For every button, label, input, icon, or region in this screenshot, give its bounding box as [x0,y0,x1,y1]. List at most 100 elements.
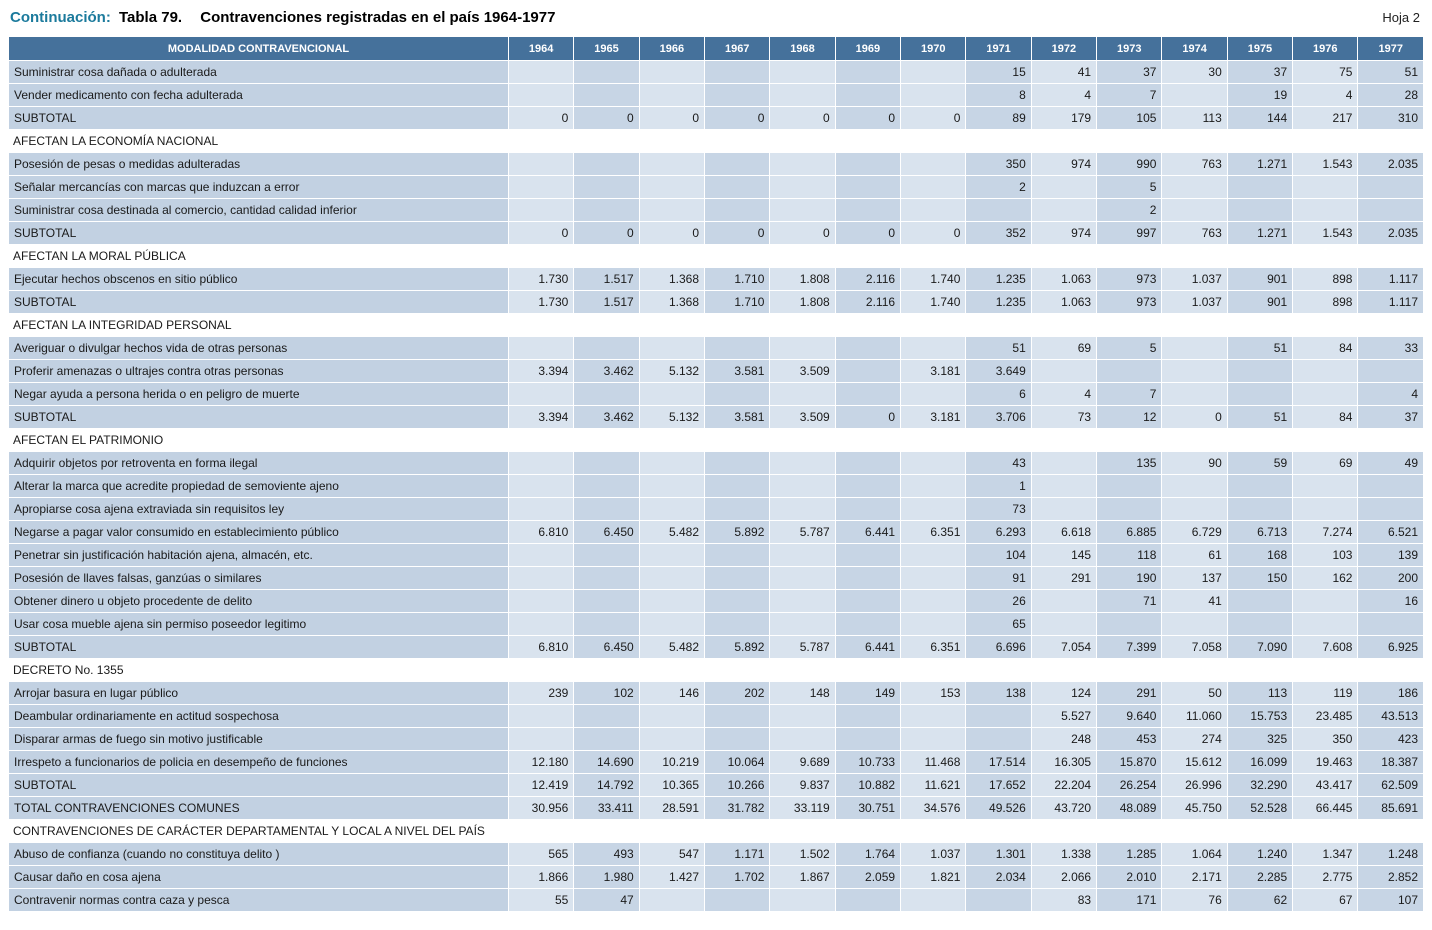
value-cell: 168 [1226,543,1294,567]
value-cell: 2.285 [1226,865,1294,889]
value-cell [704,704,771,728]
value-cell: 3.509 [769,359,836,383]
value-cell: 5.787 [769,635,836,659]
value-cell: 144 [1226,106,1294,130]
value-cell: 1.517 [573,290,640,314]
value-cell: 1.037 [900,842,967,866]
row-label: SUBTOTAL [8,221,509,245]
value-cell: 1.037 [1161,290,1228,314]
value-cell: 139 [1357,543,1424,567]
value-cell: 2.171 [1161,865,1228,889]
value-cell: 71 [1096,589,1163,613]
value-cell: 997 [1096,221,1163,245]
value-cell [704,589,771,613]
value-cell: 12.419 [507,773,575,797]
value-cell: 1.117 [1357,290,1424,314]
row-label: Negarse a pagar valor consumido en estab… [8,520,509,544]
value-cell [834,589,902,613]
value-cell: 1.235 [965,290,1032,314]
value-cell [769,382,836,406]
value-cell [1357,474,1424,498]
value-cell: 15.870 [1096,750,1163,774]
value-cell [900,336,967,360]
section-label: DECRETO No. 1355 [8,658,1424,682]
row-label: TOTAL CONTRAVENCIONES COMUNES [8,796,509,820]
value-cell [1096,359,1163,383]
value-cell [769,543,836,567]
table-row: Ejecutar hechos obscenos en sitio públic… [8,267,1424,291]
value-cell [704,497,771,521]
value-cell: 118 [1096,543,1163,567]
value-cell: 171 [1096,888,1163,912]
value-cell [1226,359,1294,383]
value-cell [1226,589,1294,613]
value-cell [1357,612,1424,636]
value-cell [1292,382,1359,406]
value-cell [704,566,771,590]
value-cell: 1.271 [1226,152,1294,176]
value-cell: 2.010 [1096,865,1163,889]
value-cell: 104 [965,543,1032,567]
value-cell: 0 [834,106,902,130]
value-cell: 85.691 [1357,796,1424,820]
value-cell: 1.710 [704,290,771,314]
value-cell [769,612,836,636]
row-label: Alterar la marca que acredite propiedad … [8,474,509,498]
value-cell: 66.445 [1292,796,1359,820]
value-cell: 1.171 [704,842,771,866]
value-cell [507,612,575,636]
value-cell [1030,175,1098,199]
value-cell: 179 [1030,106,1098,130]
value-cell: 4 [1357,382,1424,406]
value-cell [507,152,575,176]
value-cell [769,474,836,498]
value-cell: 3.581 [704,359,771,383]
row-label: Posesión de llaves falsas, ganzúas o sim… [8,566,509,590]
table-row: Negarse a pagar valor consumido en estab… [8,520,1424,544]
value-cell: 10.266 [704,773,771,797]
value-cell [1226,382,1294,406]
value-cell [638,198,706,222]
row-label: Contravenir normas contra caza y pesca [8,888,509,912]
value-cell [900,382,967,406]
table-row: SUBTOTAL 3.394 3.462 5.132 3.581 3.509 0 3.181 3… [8,405,1424,429]
value-cell: 1.808 [769,290,836,314]
row-label: SUBTOTAL [8,290,509,314]
value-cell: 10.064 [704,750,771,774]
value-cell: 3.462 [573,359,640,383]
row-label: Adquirir objetos por retroventa en forma… [8,451,509,475]
section-row: AFECTAN EL PATRIMONIO [8,428,1424,452]
value-cell: 15 [965,60,1032,84]
value-cell [573,198,640,222]
value-cell [704,612,771,636]
value-cell [638,497,706,521]
column-header-year-1974: 1974 [1161,36,1228,61]
table-row: SUBTOTAL 1.730 1.517 1.368 1.710 1.808 2.116 1.… [8,290,1424,314]
row-label: Abuso de confianza (cuando no constituya… [8,842,509,866]
value-cell [507,336,575,360]
value-cell: 5 [1096,175,1163,199]
table-row: Arrojar basura en lugar público 239 102 146… [8,681,1424,705]
value-cell: 22.204 [1030,773,1098,797]
value-cell: 974 [1030,152,1098,176]
value-cell: 6.713 [1226,520,1294,544]
value-cell [1292,175,1359,199]
value-cell [1161,359,1228,383]
value-cell: 7.274 [1292,520,1359,544]
value-cell: 1.543 [1292,221,1359,245]
value-cell [573,497,640,521]
value-cell: 6.293 [965,520,1032,544]
value-cell: 0 [900,106,967,130]
value-cell [573,152,640,176]
value-cell: 75 [1292,60,1359,84]
table-number: Tabla 79. [119,9,183,26]
value-cell: 153 [900,681,967,705]
page-title: Continuación: Tabla 79. Contravenciones … [10,9,555,26]
value-cell [1292,589,1359,613]
value-cell [1357,359,1424,383]
value-cell: 901 [1226,290,1294,314]
value-cell: 6.885 [1096,520,1163,544]
value-cell [573,612,640,636]
value-cell: 49 [1357,451,1424,475]
value-cell [704,474,771,498]
